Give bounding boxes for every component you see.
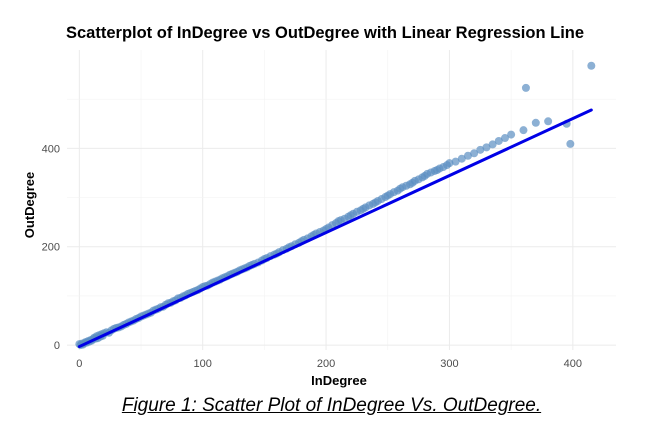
data-point (521, 83, 530, 92)
y-axis-title: OutDegree (22, 172, 37, 238)
data-point (566, 139, 575, 148)
data-point (457, 154, 466, 163)
regression-line-group (77, 108, 593, 349)
figure-caption: Figure 1: Scatter Plot of InDegree Vs. O… (121, 395, 542, 416)
data-point (544, 117, 553, 126)
y-tick-label: 200 (42, 242, 60, 254)
data-point (587, 61, 596, 70)
x-tick-label: 200 (317, 358, 335, 370)
x-tick-label: 400 (564, 358, 582, 370)
chart-title: Scatterplot of InDegree vs OutDegree wit… (66, 24, 584, 42)
data-point (494, 136, 503, 145)
y-tick-label: 0 (54, 340, 60, 352)
tick-labels: 0 100 200 300 400 0 200 400 (42, 143, 582, 370)
data-point (463, 151, 472, 160)
x-tick-label: 300 (440, 358, 458, 370)
scatter-points (75, 61, 596, 350)
data-point (507, 130, 516, 139)
data-point (445, 159, 454, 168)
y-tick-label: 400 (42, 143, 60, 155)
data-point (500, 134, 509, 143)
x-tick-label: 100 (194, 358, 212, 370)
data-point (531, 118, 540, 127)
data-point (451, 157, 460, 166)
x-axis-title: InDegree (311, 373, 367, 388)
data-point (488, 140, 497, 149)
x-tick-label: 0 (76, 358, 82, 370)
data-point (519, 126, 528, 135)
data-point (482, 143, 491, 152)
data-point (476, 145, 485, 154)
data-point (470, 149, 479, 158)
grid-lines (67, 50, 616, 350)
regression-line (77, 108, 593, 349)
scatter-chart: 0 100 200 300 400 0 200 400 Scatterplot of InDe… (22, 24, 616, 388)
